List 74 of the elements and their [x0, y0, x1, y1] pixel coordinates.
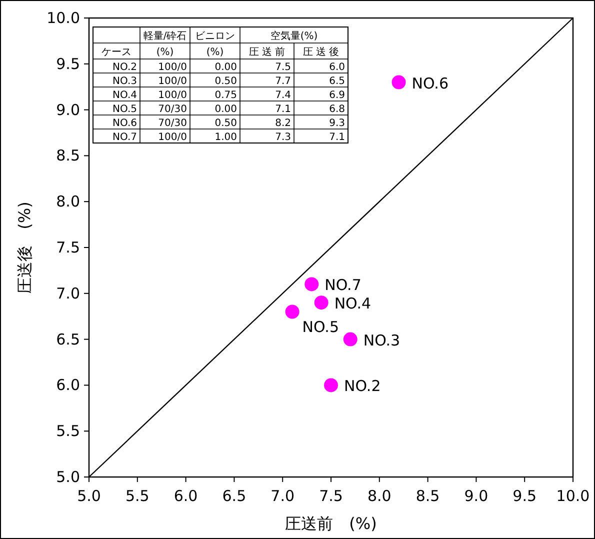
- y-tick-label: 9.5: [56, 54, 80, 73]
- annotation: 0.00: [214, 62, 237, 73]
- annotation: NO.2: [344, 377, 381, 396]
- annotation: 8.2: [275, 118, 291, 129]
- annotation: NO.7: [324, 276, 362, 294]
- y-axis-title: 圧送後 (%): [15, 202, 34, 294]
- annotation: NO.3: [363, 331, 400, 350]
- annotation: NO.6: [412, 74, 448, 92]
- annotation: (%): [206, 47, 224, 58]
- annotation: 0.00: [214, 104, 237, 115]
- annotation: 軽量/砕石: [143, 31, 187, 42]
- annotation: 7.4: [275, 90, 291, 101]
- annotation: 100/0: [158, 76, 187, 87]
- x-tick-label: 9.5: [512, 487, 537, 505]
- annotation: 6.9: [329, 90, 345, 101]
- annotation: 7.1: [275, 104, 291, 115]
- x-tick-label: 6.0: [174, 487, 198, 505]
- x-tick-label: 10.0: [556, 487, 590, 505]
- annotation: NO.4: [112, 90, 137, 101]
- annotation: 7.5: [275, 62, 291, 73]
- point: [324, 378, 338, 392]
- annotation: 7.1: [329, 132, 345, 143]
- y-tick-label: 5.5: [56, 422, 80, 440]
- annotation: 0.50: [214, 118, 237, 129]
- annotation: NO.5: [302, 318, 340, 336]
- x-tick-label: 5.0: [77, 487, 101, 505]
- annotation: 0.75: [214, 90, 237, 101]
- annotation: 7.7: [275, 76, 291, 87]
- x-tick-label: 8.0: [367, 487, 392, 505]
- x-tick-label: 9.0: [464, 487, 488, 505]
- annotation: 1.00: [214, 132, 237, 143]
- annotation: NO.6: [112, 118, 137, 129]
- annotation: NO.5: [112, 104, 137, 115]
- annotation: (%): [156, 47, 174, 58]
- x-tick-label: 5.5: [125, 487, 150, 505]
- y-tick-label: 6.0: [56, 376, 80, 394]
- y-tick-label: 8.5: [56, 146, 80, 165]
- y-tick-label: 10.0: [46, 9, 80, 27]
- annotation: 70/30: [158, 104, 187, 115]
- point: [304, 277, 319, 292]
- annotation: 圧 送 後: [302, 46, 340, 58]
- y-tick-label: 7.0: [56, 284, 80, 302]
- point: [314, 296, 328, 310]
- annotation: 7.3: [275, 132, 291, 143]
- annotation: NO.2: [112, 62, 137, 73]
- annotation: 70/30: [158, 118, 187, 129]
- annotation: ビニロン: [195, 31, 235, 42]
- x-tick-label: 6.5: [222, 487, 246, 505]
- annotation: NO.7: [112, 132, 137, 143]
- annotation: 6.0: [329, 62, 345, 73]
- annotation: NO.4: [334, 294, 372, 313]
- annotation: 6.5: [329, 76, 345, 87]
- annotation: 6.8: [329, 104, 345, 115]
- x-tick-label: 7.0: [270, 487, 295, 505]
- annotation: 0.50: [214, 76, 237, 87]
- point: [285, 304, 300, 319]
- y-tick-label: 7.5: [56, 238, 80, 256]
- annotation: 空気量(%): [270, 30, 318, 42]
- y-tick-label: 9.0: [56, 100, 80, 119]
- annotation: ケース: [102, 47, 132, 58]
- annotation: 9.3: [329, 118, 345, 129]
- point: [392, 75, 406, 90]
- y-tick-label: 8.0: [56, 192, 80, 211]
- annotation: 100/0: [158, 62, 187, 73]
- x-tick-label: 7.5: [319, 487, 343, 505]
- point: [343, 332, 358, 346]
- x-tick-label: 8.5: [416, 487, 440, 505]
- y-tick-label: 6.5: [56, 330, 80, 348]
- y-tick-label: 5.0: [56, 468, 80, 486]
- annotation: NO.3: [112, 76, 137, 87]
- annotation: 100/0: [158, 132, 187, 143]
- x-axis-title: 圧送前 (%): [285, 514, 377, 533]
- annotation: 圧 送 前: [248, 46, 286, 58]
- annotation: 100/0: [158, 90, 187, 101]
